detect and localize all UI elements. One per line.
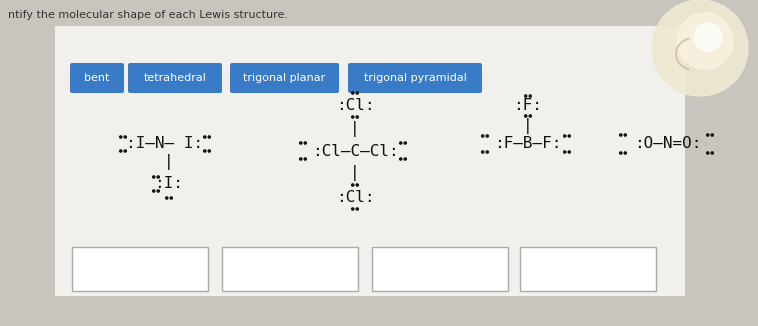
Circle shape — [352, 92, 354, 94]
Circle shape — [304, 158, 306, 160]
Circle shape — [486, 135, 488, 137]
Circle shape — [356, 116, 359, 118]
Circle shape — [399, 142, 402, 144]
Circle shape — [525, 95, 527, 97]
Circle shape — [711, 152, 713, 154]
Circle shape — [352, 208, 354, 210]
Circle shape — [404, 158, 406, 160]
Circle shape — [208, 150, 211, 152]
Circle shape — [529, 95, 531, 97]
Circle shape — [619, 152, 622, 154]
Text: :F–B–F:: :F–B–F: — [494, 137, 562, 152]
FancyBboxPatch shape — [72, 247, 208, 291]
FancyBboxPatch shape — [70, 63, 124, 93]
Circle shape — [706, 152, 709, 154]
Circle shape — [624, 152, 626, 154]
Circle shape — [352, 116, 354, 118]
Circle shape — [652, 0, 748, 96]
Circle shape — [711, 134, 713, 136]
Circle shape — [706, 134, 709, 136]
Circle shape — [299, 158, 302, 160]
FancyBboxPatch shape — [348, 63, 482, 93]
FancyBboxPatch shape — [128, 63, 222, 93]
FancyBboxPatch shape — [230, 63, 339, 93]
Circle shape — [299, 142, 302, 144]
Circle shape — [564, 135, 566, 137]
Circle shape — [404, 142, 406, 144]
Text: :I–N– I:: :I–N– I: — [127, 137, 203, 152]
Circle shape — [529, 115, 531, 117]
Text: bent: bent — [84, 73, 110, 83]
Circle shape — [166, 197, 168, 199]
Circle shape — [124, 150, 127, 152]
Circle shape — [486, 151, 488, 153]
Circle shape — [399, 158, 402, 160]
Text: :F:: :F: — [514, 98, 543, 113]
Text: |: | — [350, 121, 360, 137]
Circle shape — [677, 13, 733, 69]
Circle shape — [356, 92, 359, 94]
Circle shape — [481, 135, 484, 137]
Text: trigonal planar: trigonal planar — [243, 73, 326, 83]
Text: ntify the molecular shape of each Lewis structure.: ntify the molecular shape of each Lewis … — [8, 10, 288, 20]
Circle shape — [120, 150, 122, 152]
Text: |: | — [350, 165, 360, 181]
Circle shape — [157, 176, 159, 178]
FancyBboxPatch shape — [222, 247, 358, 291]
Circle shape — [157, 190, 159, 192]
Circle shape — [304, 142, 306, 144]
Text: tetrahedral: tetrahedral — [143, 73, 206, 83]
Circle shape — [356, 208, 359, 210]
Circle shape — [208, 136, 211, 138]
Text: |: | — [164, 154, 174, 170]
Circle shape — [120, 136, 122, 138]
Circle shape — [356, 184, 359, 186]
Circle shape — [352, 184, 354, 186]
Circle shape — [204, 150, 206, 152]
Text: :O–N=O:: :O–N=O: — [634, 137, 702, 152]
FancyBboxPatch shape — [55, 26, 685, 296]
Circle shape — [568, 151, 570, 153]
Circle shape — [624, 134, 626, 136]
Circle shape — [619, 134, 622, 136]
Circle shape — [152, 190, 155, 192]
Circle shape — [694, 23, 722, 51]
Text: |: | — [523, 118, 533, 134]
Text: :Cl:: :Cl: — [336, 189, 374, 204]
Circle shape — [152, 176, 155, 178]
Text: trigonal pyramidal: trigonal pyramidal — [364, 73, 466, 83]
Circle shape — [170, 197, 172, 199]
FancyBboxPatch shape — [372, 247, 508, 291]
Text: :Cl–C–Cl:: :Cl–C–Cl: — [312, 143, 398, 158]
Circle shape — [525, 115, 527, 117]
Circle shape — [564, 151, 566, 153]
Circle shape — [204, 136, 206, 138]
Circle shape — [568, 135, 570, 137]
Circle shape — [481, 151, 484, 153]
Text: :I:: :I: — [155, 176, 183, 191]
FancyBboxPatch shape — [520, 247, 656, 291]
Text: :Cl:: :Cl: — [336, 97, 374, 112]
Circle shape — [124, 136, 127, 138]
